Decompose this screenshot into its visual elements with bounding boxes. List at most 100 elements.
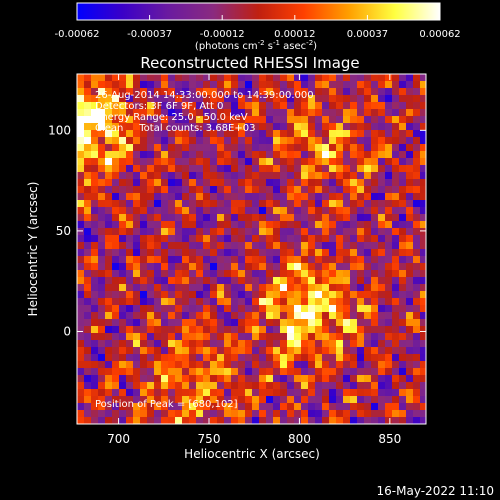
heatmap-cell — [210, 333, 218, 341]
heatmap-cell — [371, 326, 379, 334]
heatmap-cell — [315, 95, 323, 103]
heatmap-cell — [252, 354, 260, 362]
heatmap-cell — [224, 235, 232, 243]
heatmap-cell — [112, 81, 120, 89]
heatmap-cell — [406, 221, 414, 229]
heatmap-cell — [126, 186, 134, 194]
heatmap-cell — [147, 74, 155, 82]
heatmap-cell — [420, 123, 426, 131]
heatmap-cell — [189, 347, 197, 355]
heatmap-cell — [231, 81, 239, 89]
heatmap-cell — [105, 389, 113, 397]
heatmap-cell — [287, 228, 295, 236]
heatmap-cell — [273, 207, 281, 215]
heatmap-cell — [140, 123, 148, 131]
heatmap-cell — [238, 326, 246, 334]
heatmap-cell — [357, 375, 365, 383]
heatmap-cell — [126, 249, 134, 257]
heatmap-cell — [280, 291, 288, 299]
heatmap-cell — [196, 207, 204, 215]
heatmap-cell — [91, 74, 99, 82]
heatmap-cell — [91, 333, 99, 341]
heatmap-cell — [329, 256, 337, 264]
heatmap-cell — [336, 144, 344, 152]
heatmap-cell — [399, 200, 407, 208]
chart-title: Reconstructed RHESSI Image — [140, 54, 359, 72]
heatmap-cell — [406, 228, 414, 236]
heatmap-cell — [84, 81, 92, 89]
heatmap-cell — [371, 193, 379, 201]
heatmap-cell — [91, 396, 99, 404]
heatmap-cell — [280, 375, 288, 383]
heatmap-cell — [147, 333, 155, 341]
heatmap-cell — [224, 242, 232, 250]
heatmap-cell — [357, 200, 365, 208]
heatmap-cell — [105, 333, 113, 341]
heatmap-cell — [420, 389, 426, 397]
heatmap-cell — [266, 214, 274, 222]
heatmap-cell — [175, 74, 183, 82]
heatmap-cell — [385, 347, 393, 355]
heatmap-cell — [105, 305, 113, 313]
heatmap-cell — [350, 284, 358, 292]
heatmap-cell — [406, 235, 414, 243]
heatmap-cell — [252, 137, 260, 145]
heatmap-cell — [301, 298, 309, 306]
heatmap-cell — [315, 123, 323, 131]
heatmap-cell — [245, 312, 253, 320]
heatmap-cell — [399, 130, 407, 138]
heatmap-cell — [140, 200, 148, 208]
heatmap-cell — [266, 256, 274, 264]
heatmap-cell — [182, 256, 190, 264]
heatmap-cell — [231, 221, 239, 229]
heatmap-cell — [371, 249, 379, 257]
heatmap-cell — [371, 81, 379, 89]
heatmap-cell — [133, 193, 141, 201]
heatmap-cell — [266, 95, 274, 103]
heatmap-cell — [406, 249, 414, 257]
heatmap-cell — [385, 137, 393, 145]
heatmap-cell — [84, 172, 92, 180]
heatmap-cell — [266, 228, 274, 236]
heatmap-cell — [84, 270, 92, 278]
heatmap-cell — [252, 116, 260, 124]
heatmap-cell — [203, 200, 211, 208]
heatmap-cell — [147, 382, 155, 390]
heatmap-cell — [126, 333, 134, 341]
heatmap-cell — [399, 123, 407, 131]
heatmap-cell — [357, 354, 365, 362]
heatmap-cell — [266, 186, 274, 194]
heatmap-cell — [147, 389, 155, 397]
heatmap-cell — [161, 354, 169, 362]
heatmap-cell — [119, 368, 127, 376]
heatmap-cell — [315, 228, 323, 236]
heatmap-cell — [273, 137, 281, 145]
heatmap-cell — [252, 389, 260, 397]
heatmap-cell — [315, 200, 323, 208]
heatmap-cell — [168, 242, 176, 250]
heatmap-cell — [371, 312, 379, 320]
heatmap-cell — [126, 242, 134, 250]
heatmap-cell — [217, 368, 225, 376]
heatmap-cell — [189, 284, 197, 292]
heatmap-cell — [126, 179, 134, 187]
heatmap-cell — [301, 305, 309, 313]
heatmap-cell — [266, 235, 274, 243]
heatmap-cell — [112, 186, 120, 194]
heatmap-cell — [203, 95, 211, 103]
heatmap-cell — [357, 291, 365, 299]
heatmap-cell — [420, 207, 426, 215]
heatmap-cell — [105, 130, 113, 138]
heatmap-cell — [273, 193, 281, 201]
heatmap-cell — [161, 158, 169, 166]
heatmap-cell — [210, 193, 218, 201]
heatmap-cell — [301, 256, 309, 264]
heatmap-cell — [189, 340, 197, 348]
heatmap-cell — [259, 165, 267, 173]
heatmap-cell — [392, 298, 400, 306]
heatmap-cell — [350, 116, 358, 124]
heatmap-cell — [399, 354, 407, 362]
heatmap-cell — [266, 319, 274, 327]
heatmap-cell — [231, 207, 239, 215]
heatmap-cell — [329, 375, 337, 383]
